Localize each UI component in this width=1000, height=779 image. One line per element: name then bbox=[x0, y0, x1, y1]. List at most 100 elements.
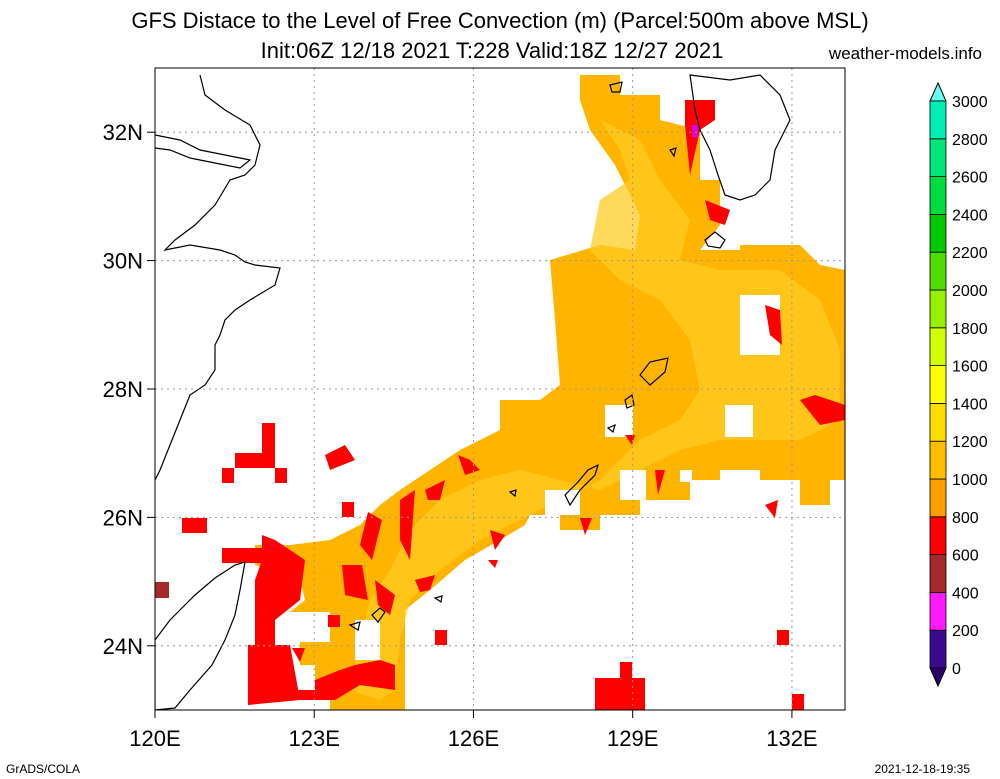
red-patch bbox=[342, 502, 354, 517]
map-title-line1: GFS Distace to the Level of Free Convect… bbox=[131, 8, 869, 33]
colorbar-segment bbox=[929, 176, 947, 215]
colorbar-label: 1000 bbox=[952, 472, 988, 489]
island-small bbox=[348, 621, 361, 631]
lon-tick-label: 126E bbox=[448, 726, 499, 751]
island-small bbox=[609, 81, 623, 93]
red-patch bbox=[275, 468, 287, 483]
lat-tick-label: 26N bbox=[103, 505, 143, 530]
red-patch bbox=[705, 200, 730, 225]
red-patch bbox=[360, 512, 382, 560]
colorbar-segment bbox=[929, 365, 947, 404]
lat-tick-label: 28N bbox=[103, 377, 143, 402]
red-patch bbox=[625, 435, 635, 445]
colorbar-segment bbox=[929, 554, 947, 593]
lfc-field bbox=[155, 75, 845, 710]
field-hole bbox=[605, 405, 633, 437]
colorbar-label: 0 bbox=[952, 661, 961, 678]
red-patch bbox=[777, 630, 789, 645]
island-amami bbox=[639, 357, 669, 386]
red-patch bbox=[620, 662, 632, 678]
red-patch bbox=[488, 560, 498, 568]
colorbar-segment bbox=[929, 289, 947, 329]
colorbar-label: 2400 bbox=[952, 207, 988, 224]
colorbar: 0 200 400 600 800 1000 1200 1400 1600 1800 2000 220… bbox=[929, 81, 988, 688]
colorbar-low-arrow bbox=[929, 667, 947, 688]
colorbar-label: 1200 bbox=[952, 434, 988, 451]
red-patch bbox=[375, 580, 395, 615]
field-hole bbox=[700, 480, 735, 505]
red-patch bbox=[325, 445, 355, 470]
colorbar-label: 1400 bbox=[952, 396, 988, 413]
colorbar-segment bbox=[929, 213, 947, 253]
colorbar-segment bbox=[929, 478, 947, 518]
island-small bbox=[624, 393, 635, 409]
colorbar-segment bbox=[929, 402, 947, 442]
red-patch bbox=[458, 455, 480, 475]
red-patch bbox=[292, 648, 305, 662]
colorbar-segment bbox=[929, 251, 947, 291]
colorbar-label: 2200 bbox=[952, 245, 988, 262]
lat-tick-label: 32N bbox=[103, 120, 143, 145]
colorbar-segment bbox=[929, 629, 947, 669]
red-patch bbox=[248, 645, 300, 705]
colorbar-segment bbox=[929, 327, 947, 366]
red-patch bbox=[255, 535, 305, 645]
red-patch bbox=[765, 305, 782, 345]
field-hole bbox=[725, 405, 753, 437]
colorbar-label: 800 bbox=[952, 510, 979, 527]
lat-tick-label: 24N bbox=[103, 634, 143, 659]
field-red-patches bbox=[182, 100, 845, 710]
red-patch bbox=[792, 694, 804, 710]
red-patch bbox=[655, 470, 665, 495]
island-taiwan bbox=[155, 561, 246, 710]
red-patch bbox=[580, 518, 592, 535]
field-hole bbox=[545, 490, 580, 515]
red-patch bbox=[685, 100, 715, 175]
red-patch bbox=[425, 480, 445, 500]
colorbar-segment bbox=[929, 516, 947, 555]
coastline-china bbox=[155, 74, 281, 481]
red-patch bbox=[415, 575, 435, 592]
red-patch bbox=[595, 678, 645, 710]
lon-tick-label: 132E bbox=[766, 726, 817, 751]
footer-timestamp: 2021-12-18-19:35 bbox=[874, 762, 970, 776]
brown-patch bbox=[155, 582, 169, 598]
red-patch bbox=[315, 660, 395, 700]
colorbar-label: 2600 bbox=[952, 170, 988, 187]
red-patch bbox=[222, 468, 234, 483]
axes: 24N 26N 28N 30N 32N 120E 123E 126E 129E 132E bbox=[103, 120, 818, 751]
colorbar-segment bbox=[929, 138, 947, 178]
colorbar-segment bbox=[929, 440, 947, 480]
field-hole bbox=[680, 470, 692, 482]
colorbar-label: 3000 bbox=[952, 94, 988, 111]
red-patch bbox=[222, 548, 262, 563]
footer-software: GrADS/COLA bbox=[6, 762, 81, 776]
red-patch bbox=[400, 490, 415, 560]
island-small bbox=[606, 423, 616, 434]
island-small bbox=[669, 147, 677, 158]
red-patch bbox=[342, 565, 368, 600]
island-yakushima bbox=[704, 231, 726, 249]
island-small bbox=[508, 489, 517, 498]
colorbar-label: 400 bbox=[952, 585, 979, 602]
island-okinawa bbox=[564, 463, 599, 507]
magenta-patch bbox=[692, 125, 698, 137]
colorbar-label: 1800 bbox=[952, 321, 988, 338]
colorbar-label: 2800 bbox=[952, 132, 988, 149]
site-credit: weather-models.info bbox=[828, 44, 982, 63]
colorbar-label: 2000 bbox=[952, 283, 988, 300]
lon-tick-label: 123E bbox=[289, 726, 340, 751]
colorbar-label: 600 bbox=[952, 548, 979, 565]
colorbar-label: 1600 bbox=[952, 359, 988, 376]
lon-tick-label: 129E bbox=[607, 726, 658, 751]
red-patch bbox=[765, 500, 778, 518]
island-small bbox=[433, 595, 443, 604]
lon-tick-label: 120E bbox=[129, 726, 180, 751]
coastline-china-river bbox=[155, 134, 252, 169]
red-patch bbox=[328, 615, 340, 627]
coastlines bbox=[155, 74, 791, 710]
red-patch bbox=[182, 518, 207, 533]
red-patch bbox=[435, 630, 447, 645]
red-patch bbox=[800, 395, 845, 425]
